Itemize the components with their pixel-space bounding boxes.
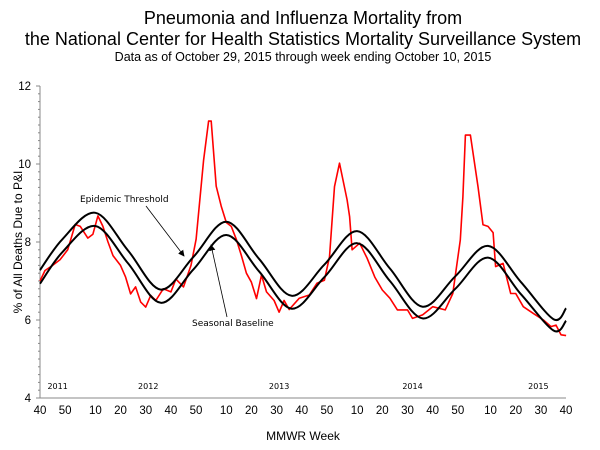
x-tick-label: 50 (59, 405, 72, 417)
x-tick-label: 30 (534, 405, 547, 417)
year-label-2012: 2012 (138, 382, 158, 391)
x-tick-label: 10 (89, 405, 102, 417)
year-label-2011: 2011 (47, 382, 67, 391)
y-tick-label: 12 (18, 81, 31, 93)
series-line-observed (39, 120, 567, 337)
x-tick-label: 10 (351, 405, 364, 417)
chart-title: Pneumonia and Influenza Mortality from (144, 8, 462, 28)
x-tick-label: 30 (139, 405, 152, 417)
year-label-2013: 2013 (269, 382, 289, 391)
series-line-baseline (39, 224, 567, 333)
annotation-baseline-arrow (209, 244, 228, 318)
x-tick-label: 20 (245, 405, 258, 417)
chart-title-line2: the National Center for Health Statistic… (25, 29, 581, 49)
x-tick-label: 50 (190, 405, 203, 417)
annotation-epidemic-threshold: Epidemic Threshold (80, 195, 169, 205)
x-tick-label: 20 (114, 405, 127, 417)
y-tick-label: 8 (25, 237, 31, 249)
year-label-2015: 2015 (528, 382, 548, 391)
y-tick-label: 10 (18, 159, 31, 171)
x-tick-label: 20 (376, 405, 389, 417)
x-tick-label: 40 (295, 405, 308, 417)
y-tick-label: 6 (25, 315, 31, 327)
x-tick-label: 50 (321, 405, 334, 417)
x-axis-label: MMWR Week (266, 429, 341, 443)
x-tick-label: 50 (451, 405, 464, 417)
y-axis-label: % of All Deaths Due to P&I (11, 171, 25, 314)
year-label-2014: 2014 (402, 382, 422, 391)
x-tick-label: 40 (164, 405, 177, 417)
y-tick-label: 4 (25, 393, 32, 405)
x-ticks: 40 50 10 20 30 40 50 10 20 30 40 50 10 20 30 40 50 10 20 30… (34, 405, 573, 417)
x-tick-label: 40 (560, 405, 573, 417)
annotation-seasonal-baseline: Seasonal Baseline (192, 319, 274, 329)
x-tick-label: 30 (401, 405, 414, 417)
series-lines (39, 120, 567, 337)
series-line-threshold (39, 211, 567, 322)
x-tick-label: 40 (426, 405, 439, 417)
x-tick-label: 30 (270, 405, 283, 417)
chart-subtitle: Data as of October 29, 2015 through week… (115, 50, 492, 64)
x-tick-label: 10 (484, 405, 497, 417)
x-tick-label: 40 (34, 405, 47, 417)
year-labels: 2011 2012 2013 2014 2015 (47, 382, 548, 391)
annotation-threshold-arrow (145, 205, 185, 257)
y-ticks: 4 6 8 10 12 (18, 81, 40, 405)
x-tick-label: 20 (509, 405, 522, 417)
x-tick-label: 10 (220, 405, 233, 417)
